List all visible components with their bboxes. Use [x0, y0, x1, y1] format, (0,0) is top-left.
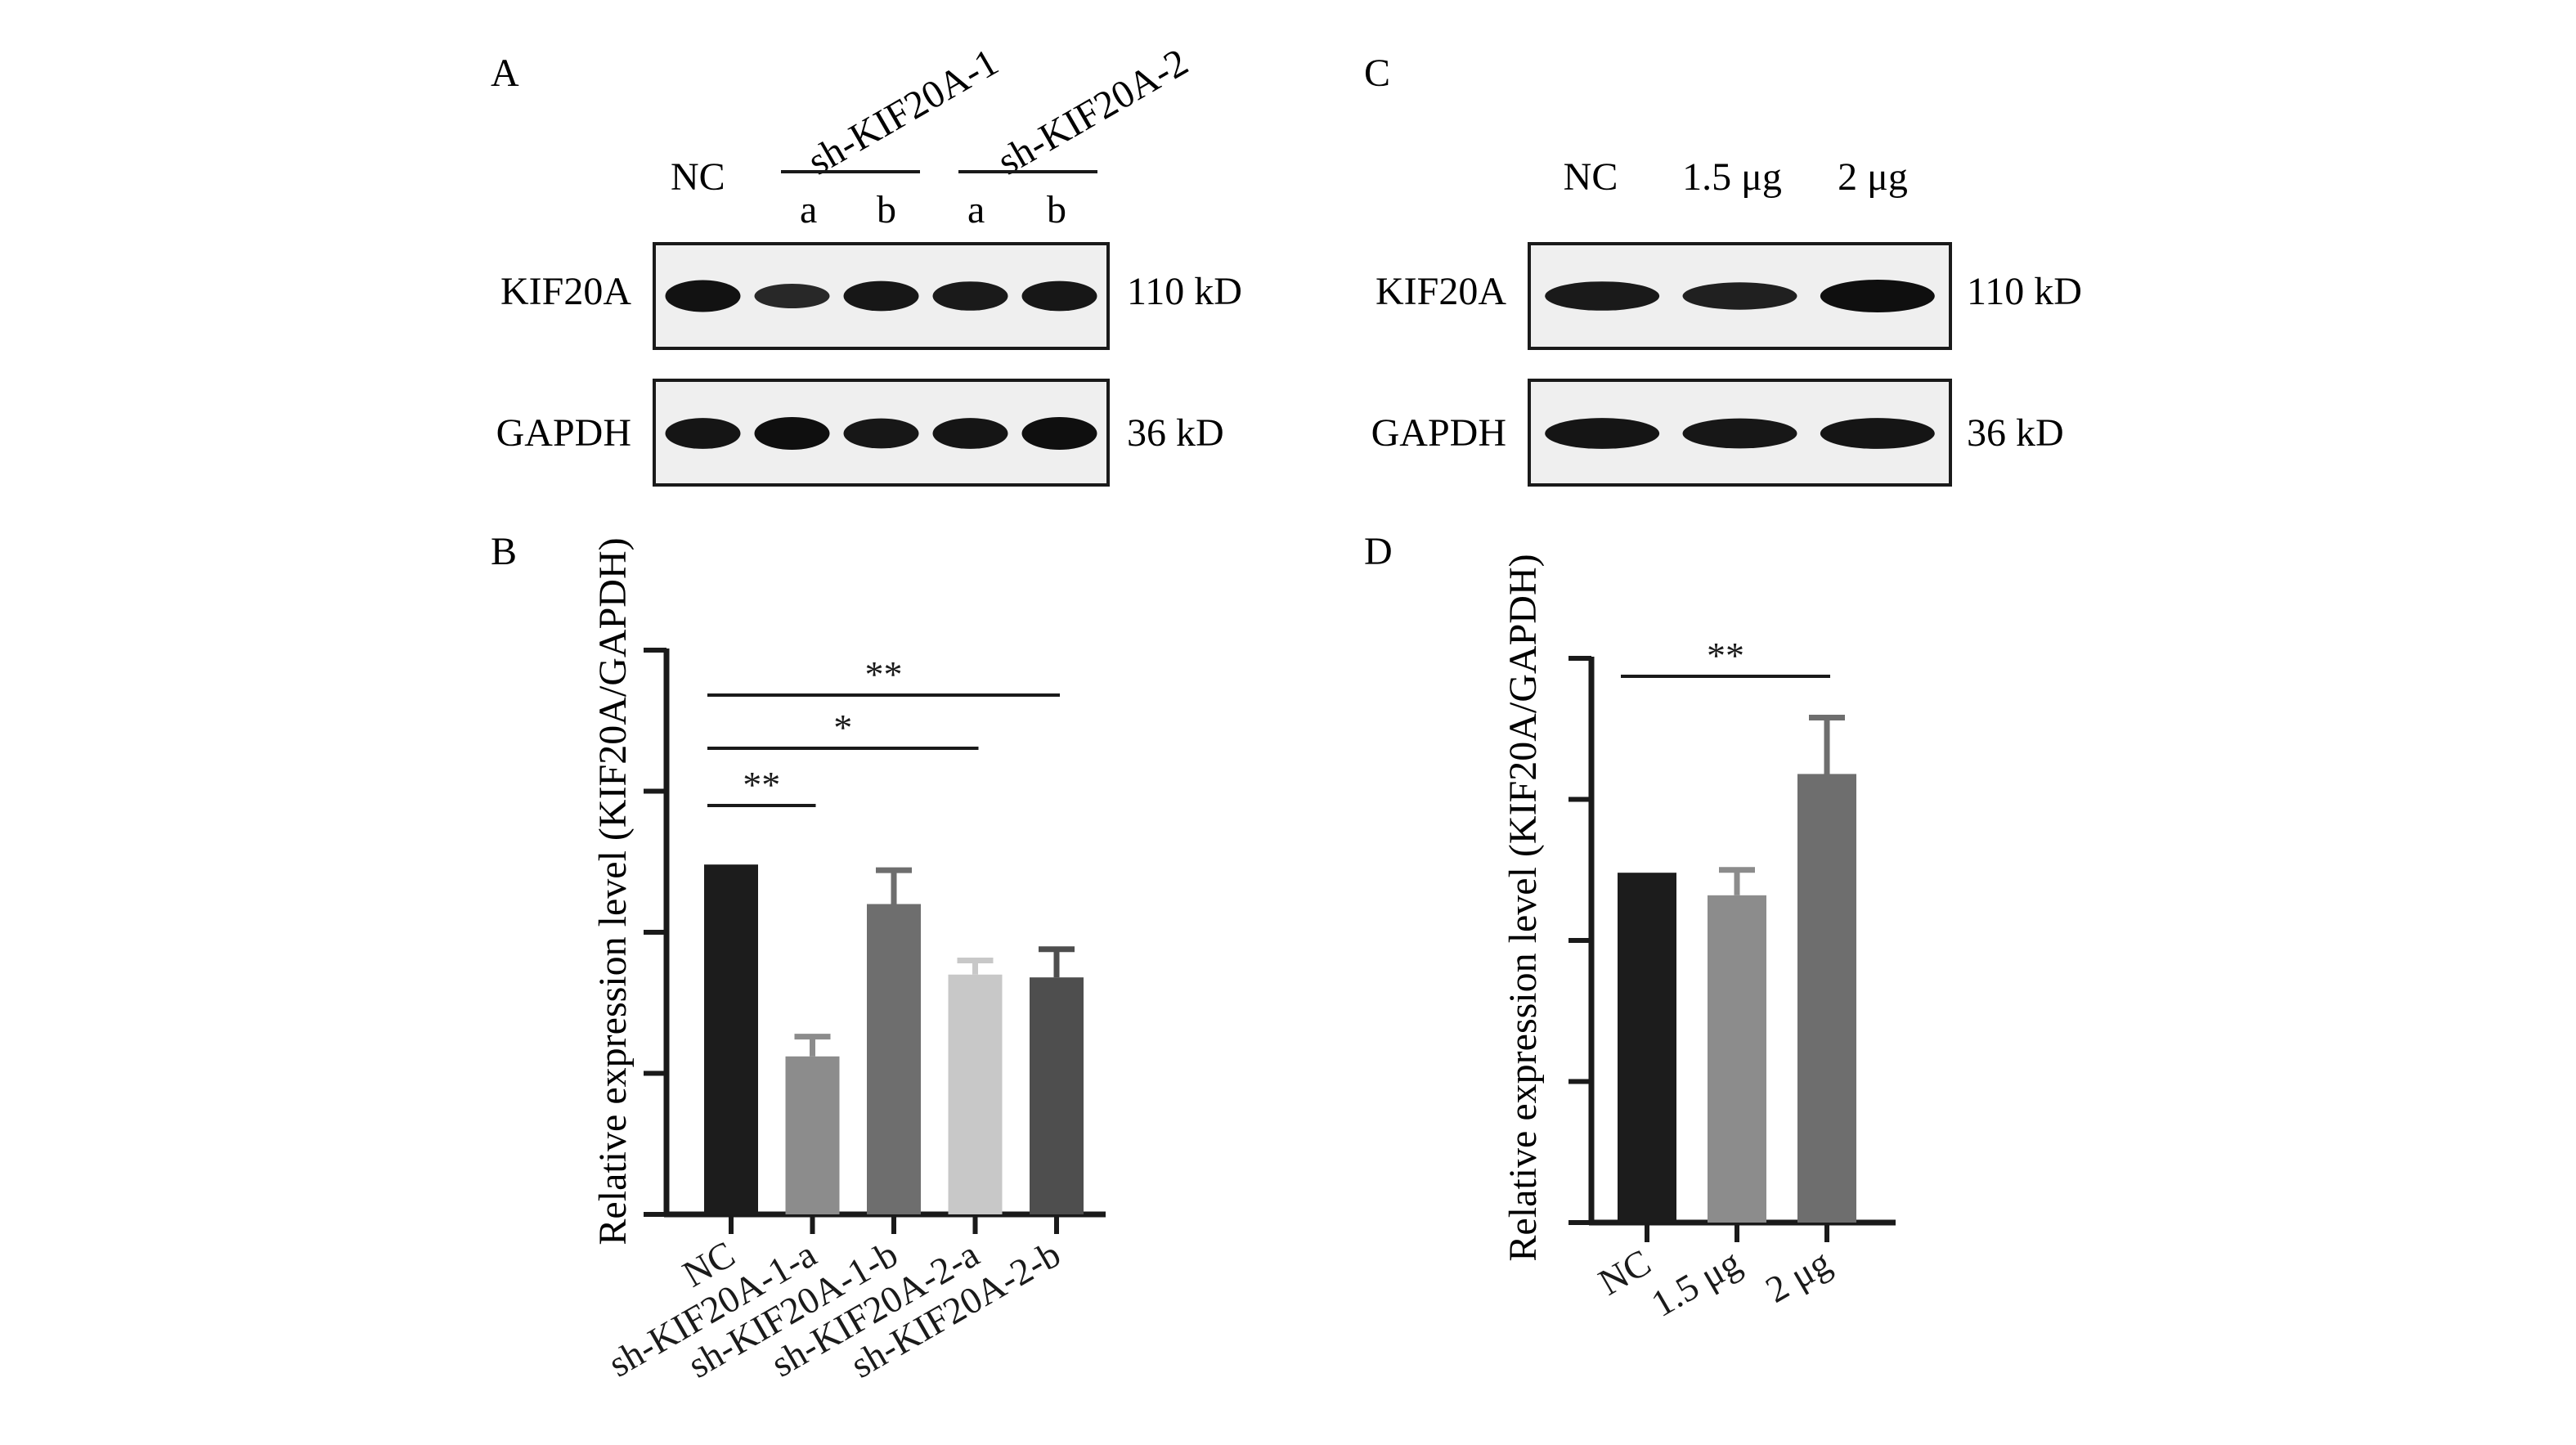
bar: [704, 864, 758, 1214]
chart-b-ylabel: Relative expression level (KIF20A/GAPDH): [591, 537, 635, 1245]
bar: [1797, 774, 1856, 1223]
sub-label-2b: b: [1047, 188, 1066, 231]
blot-band: [1682, 282, 1797, 310]
group-label-sh2-wrap: sh-KIF20A-2: [990, 40, 1196, 183]
panel-a-letter: A: [491, 52, 519, 95]
blot-a-gapdh-bands: [665, 417, 1097, 450]
group-label-sh-kif20a-1: sh-KIF20A-1: [801, 40, 1006, 183]
blot-c-gapdh-bands: [1545, 418, 1935, 449]
blot-band: [754, 283, 830, 309]
group-label-sh1-wrap: sh-KIF20A-1: [801, 40, 1006, 183]
blot-band: [1820, 418, 1935, 449]
sub-label-1a: a: [800, 188, 817, 231]
blot-band: [754, 417, 830, 450]
chart-b-ylabel-wrap: Relative expression level (KIF20A/GAPDH): [591, 537, 635, 1245]
blot-a-kif20a-protein: KIF20A: [500, 270, 631, 313]
blot-a-gapdh-protein: GAPDH: [496, 411, 631, 455]
group-label-sh-kif20a-2: sh-KIF20A-2: [990, 40, 1196, 183]
bar: [785, 1056, 840, 1214]
lane-label-c-1-5ug: 1.5 μg: [1682, 155, 1782, 199]
blot-band: [1820, 280, 1935, 312]
panel-a: A NC sh-KIF20A-1 sh-KIF20A-2 a b a b KIF…: [491, 40, 1242, 487]
bar: [1618, 873, 1676, 1223]
blot-band: [932, 418, 1008, 449]
blot-a-kif20a-bands: [665, 280, 1097, 312]
blot-band: [843, 280, 919, 312]
significance-label: **: [743, 764, 780, 806]
bar: [867, 904, 921, 1214]
blot-band: [1545, 281, 1660, 311]
lane-label-nc: NC: [671, 155, 725, 199]
blot-a-kif20a-size: 110 kD: [1127, 270, 1242, 313]
blot-band: [1682, 418, 1797, 449]
chart-d: NC1.5 μg 2 μg**: [1568, 635, 1896, 1325]
blot-band: [1021, 417, 1097, 450]
bar: [1708, 895, 1766, 1223]
panel-d: D Relative expression level (KIF20A/GAPD…: [1364, 530, 1896, 1325]
blot-c-gapdh-protein: GAPDH: [1371, 411, 1506, 455]
blot-c-gapdh-size: 36 kD: [1967, 411, 2064, 455]
significance-label: *: [833, 707, 852, 748]
blot-band: [1021, 280, 1097, 312]
lane-label-c-nc: NC: [1564, 155, 1618, 199]
panel-c-letter: C: [1364, 52, 1390, 95]
bar: [1030, 977, 1084, 1214]
x-tick-label: 2 μg: [1758, 1241, 1838, 1310]
blot-band: [1545, 418, 1660, 449]
panel-b-letter: B: [491, 530, 517, 573]
blot-c-kif20a-size: 110 kD: [1967, 270, 2082, 313]
blot-c-kif20a-bands: [1545, 280, 1935, 312]
significance-label: **: [1707, 635, 1744, 676]
significance-label: **: [865, 653, 903, 695]
blot-c-kif20a-protein: KIF20A: [1376, 270, 1506, 313]
sub-label-1b: b: [877, 188, 896, 231]
blot-band: [932, 281, 1008, 311]
blot-a-gapdh-size: 36 kD: [1127, 411, 1224, 455]
blot-band: [665, 418, 741, 449]
panel-c: C NC 1.5 μg 2 μg KIF20A 110 kD GAPDH 36 …: [1364, 52, 2082, 487]
blot-band: [665, 280, 741, 312]
chart-d-ylabel: Relative expression level (KIF20A/GAPDH): [1501, 554, 1545, 1261]
panel-d-letter: D: [1364, 530, 1393, 573]
chart-b: NCsh-KIF20A-1-ash-KIF20A-1-bsh-KIF20A-2-…: [601, 648, 1106, 1386]
panel-b: B Relative expression level (KIF20A/GAPD…: [491, 530, 1106, 1386]
blot-band: [843, 418, 919, 449]
chart-d-ylabel-wrap: Relative expression level (KIF20A/GAPDH): [1501, 554, 1545, 1261]
bar: [948, 974, 1003, 1214]
x-tick-label: 1.5 μg: [1644, 1241, 1748, 1325]
lane-label-c-2ug: 2 μg: [1838, 155, 1908, 199]
sub-label-2a: a: [967, 188, 985, 231]
